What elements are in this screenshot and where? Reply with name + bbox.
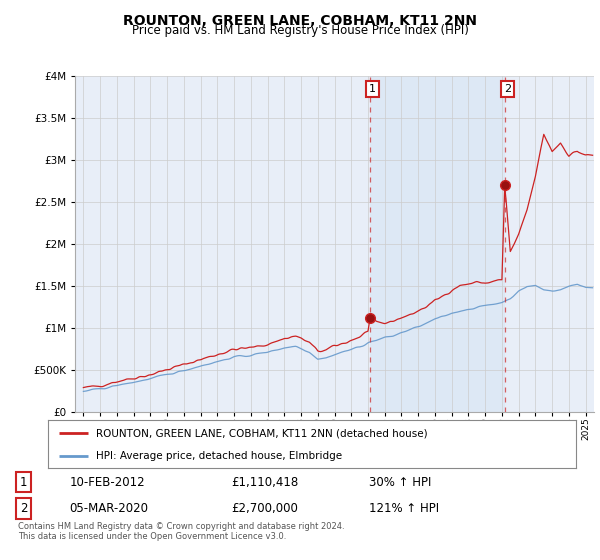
Text: 05-MAR-2020: 05-MAR-2020 <box>70 502 149 515</box>
Text: 2: 2 <box>504 84 511 94</box>
Text: 1: 1 <box>20 476 27 489</box>
Text: £2,700,000: £2,700,000 <box>231 502 298 515</box>
Text: £1,110,418: £1,110,418 <box>231 476 298 489</box>
Text: 2: 2 <box>20 502 27 515</box>
Text: 30% ↑ HPI: 30% ↑ HPI <box>369 476 431 489</box>
Text: ROUNTON, GREEN LANE, COBHAM, KT11 2NN: ROUNTON, GREEN LANE, COBHAM, KT11 2NN <box>123 14 477 28</box>
Text: ROUNTON, GREEN LANE, COBHAM, KT11 2NN (detached house): ROUNTON, GREEN LANE, COBHAM, KT11 2NN (d… <box>95 428 427 438</box>
Bar <box>370 76 505 412</box>
Text: HPI: Average price, detached house, Elmbridge: HPI: Average price, detached house, Elmb… <box>95 451 341 461</box>
Text: 1: 1 <box>369 84 376 94</box>
Text: 10-FEB-2012: 10-FEB-2012 <box>70 476 145 489</box>
Text: Price paid vs. HM Land Registry's House Price Index (HPI): Price paid vs. HM Land Registry's House … <box>131 24 469 37</box>
Text: Contains HM Land Registry data © Crown copyright and database right 2024.
This d: Contains HM Land Registry data © Crown c… <box>18 522 344 542</box>
Text: 121% ↑ HPI: 121% ↑ HPI <box>369 502 439 515</box>
